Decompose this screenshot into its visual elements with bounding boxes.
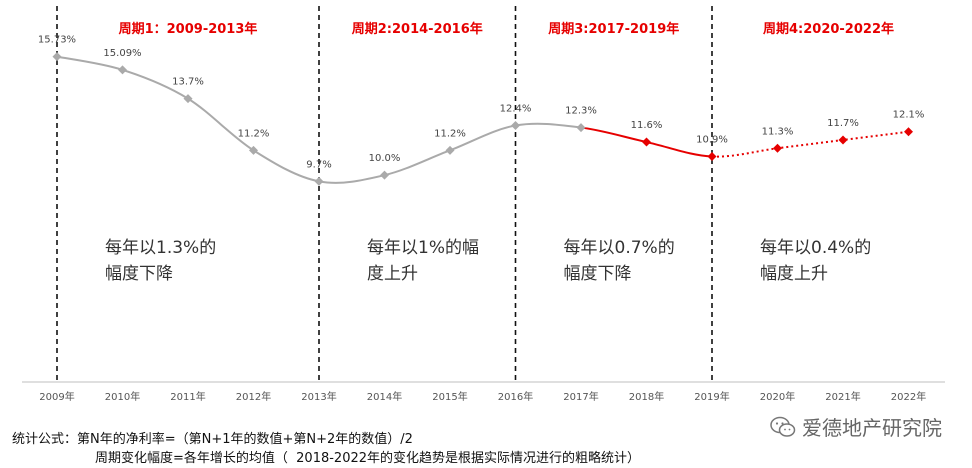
x-tick-label: 2013年	[301, 390, 336, 403]
period-title: 周期1：2009-2013年	[119, 21, 258, 37]
data-value-label: 11.7%	[827, 118, 859, 129]
data-point-marker	[707, 152, 717, 162]
data-value-label: 12.4%	[500, 103, 532, 114]
data-value-label: 10.9%	[696, 135, 728, 146]
series-line-segment	[711, 130, 909, 158]
data-value-label: 11.2%	[238, 128, 270, 139]
data-value-label: 12.1%	[893, 110, 925, 121]
data-point-marker	[52, 52, 62, 62]
period-title: 周期2:2014-2016年	[352, 21, 483, 37]
x-tick-label: 2010年	[105, 390, 140, 403]
data-point-marker	[642, 137, 651, 147]
data-point-marker	[576, 123, 586, 133]
data-value-label: 11.2%	[434, 128, 466, 139]
data-value-label: 15.73%	[38, 35, 76, 46]
data-value-label: 10.0%	[369, 153, 401, 164]
x-tick-label: 2017年	[563, 390, 598, 403]
data-value-label: 11.3%	[762, 126, 794, 137]
data-point-marker	[511, 120, 520, 130]
period-description: 度上升	[367, 264, 418, 284]
x-tick-label: 2021年	[825, 390, 860, 403]
x-tick-label: 2022年	[891, 390, 926, 403]
x-tick-label: 2009年	[39, 390, 74, 403]
period-title: 周期4:2020-2022年	[763, 21, 894, 37]
x-tick-label: 2015年	[432, 390, 467, 403]
watermark-text: 爱德地产研究院	[802, 416, 942, 440]
x-tick-label: 2011年	[170, 390, 205, 403]
period-description: 幅度上升	[760, 264, 828, 284]
period-title: 周期3:2017-2019年	[548, 21, 679, 37]
wechat-icon	[770, 416, 796, 437]
data-value-label: 11.6%	[631, 120, 663, 131]
data-point-marker	[904, 127, 913, 137]
x-tick-label: 2019年	[694, 390, 729, 403]
period-description: 幅度下降	[564, 264, 632, 284]
data-value-label: 9.7%	[306, 159, 331, 170]
footer-formula-line: 统计公式：第N年的净利率=（第N+1年的数值+第N+2年的数值）/2	[12, 432, 413, 447]
data-point-marker	[773, 143, 782, 153]
data-point-marker	[118, 65, 127, 75]
data-point-marker	[249, 145, 258, 155]
line-chart: 2009年 2010年 2011年 2012年 2013年 2014年 2015年 2016年…	[22, 6, 945, 403]
data-value-label: 15.09%	[103, 48, 141, 59]
data-point-marker	[445, 145, 455, 155]
watermark: 爱德地产研究院	[770, 412, 942, 441]
x-tick-label: 2018年	[629, 390, 664, 403]
x-tick-label: 2020年	[760, 390, 795, 403]
data-value-label: 13.7%	[172, 77, 204, 88]
period-description: 每年以0.4%的	[760, 238, 871, 258]
data-value-label: 12.3%	[565, 106, 597, 117]
period-description: 幅度下降	[105, 264, 173, 284]
data-point-marker	[380, 170, 389, 180]
data-point-marker	[838, 135, 848, 145]
period-description: 每年以1.3%的	[105, 238, 216, 258]
x-tick-label: 2012年	[236, 390, 271, 403]
period-description: 每年以1%的幅	[367, 238, 479, 258]
data-point-marker	[183, 94, 193, 104]
x-tick-label: 2016年	[498, 390, 533, 403]
period-description: 每年以0.7%的	[564, 238, 675, 258]
x-tick-label: 2014年	[367, 390, 402, 403]
data-point-marker	[314, 176, 324, 186]
footer-period-note: 周期变化幅度=各年增长的均值（ 2018-2022年的变化趋势是根据实际情况进行…	[95, 451, 641, 466]
